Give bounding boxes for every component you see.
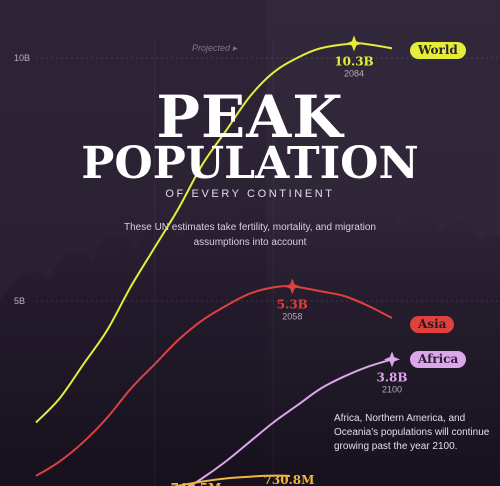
peak-year-world: 2084 [344, 68, 364, 78]
peak-marker-africa [384, 351, 400, 368]
series-line-asia [35, 285, 393, 477]
projected-label: Projected ▸ [192, 43, 238, 53]
legend-africa: Africa [410, 351, 467, 368]
y-tick-5b: 5B [14, 296, 26, 306]
peak-year-africa: 2100 [382, 384, 402, 394]
footnote: Africa, Northern America, and Oceania's … [334, 413, 490, 452]
title-line-2: POPULATION [81, 138, 419, 189]
description: These UN estimates take fertility, morta… [124, 222, 376, 248]
peak-year-asia: 2058 [282, 311, 302, 321]
y-tick-10b: 10B [14, 53, 31, 63]
series-line-world [35, 42, 393, 424]
peak-value-world: 10.3B [334, 54, 373, 68]
peak-value-africa: 3.8B [376, 370, 407, 384]
series-lines [35, 42, 393, 486]
series-line-lower [172, 474, 291, 486]
bottom-label-0: 740.5M [171, 481, 222, 486]
title-subtitle: OF EVERY CONTINENT [165, 188, 335, 200]
legend-asia: Asia [410, 316, 455, 333]
peak-value-asia: 5.3B [277, 297, 308, 311]
peak-marker-world [346, 35, 363, 52]
bottom-label-1: 730.8M [264, 473, 315, 486]
title-line-1: PEAK [156, 83, 344, 151]
peak-marker-asia [284, 278, 301, 295]
legend-world: World [410, 42, 466, 59]
crowd-silhouette [0, 198, 500, 486]
